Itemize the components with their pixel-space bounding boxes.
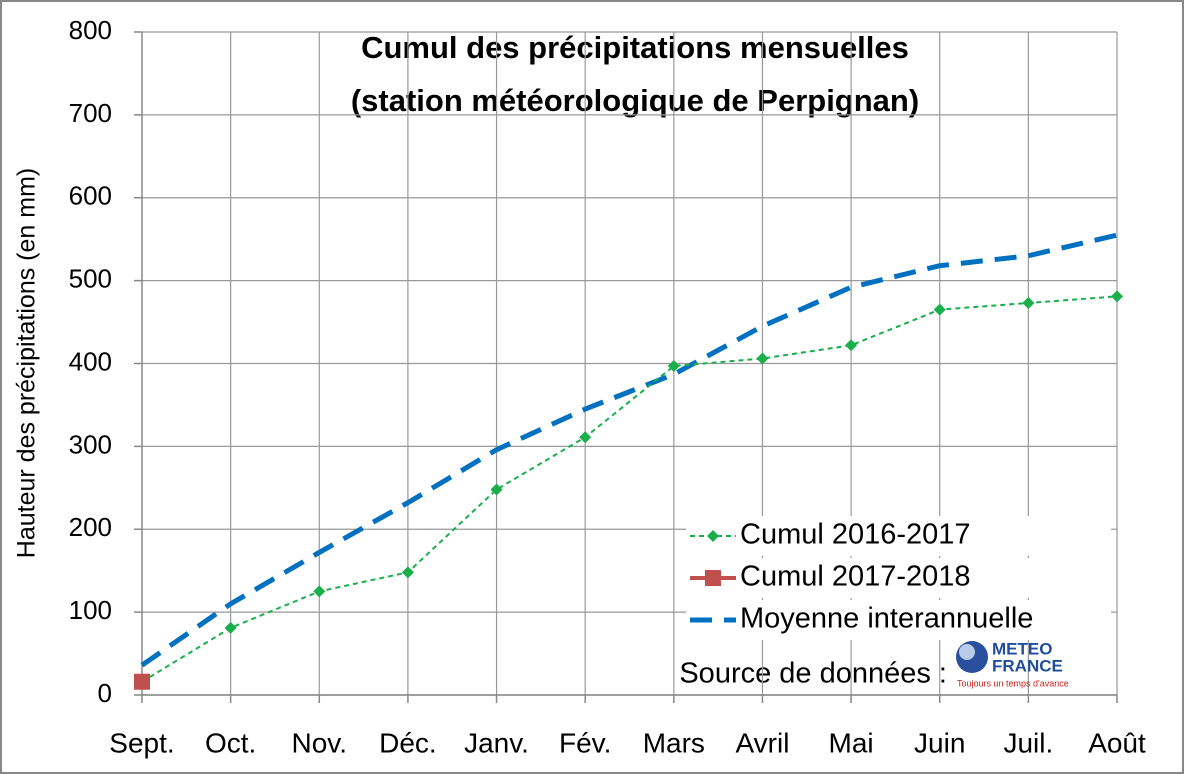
point bbox=[134, 673, 150, 690]
logo: METEO FRANCE Toujours un temps d'avance bbox=[956, 639, 1069, 688]
point bbox=[933, 303, 946, 316]
y-tick-label: 500 bbox=[69, 264, 112, 294]
x-tick-label: Oct. bbox=[205, 727, 256, 758]
point bbox=[845, 339, 858, 352]
x-tick-label: Juil. bbox=[1003, 727, 1053, 758]
point bbox=[1022, 297, 1035, 310]
legend-bg bbox=[686, 558, 1111, 598]
x-tick-label: Avril bbox=[735, 727, 789, 758]
point bbox=[401, 566, 414, 579]
point bbox=[705, 570, 721, 586]
legend-bg bbox=[686, 516, 1111, 556]
chart-subtitle: (station météorologique de Perpignan) bbox=[351, 83, 919, 118]
x-tick-label: Mai bbox=[829, 727, 874, 758]
point bbox=[1111, 290, 1123, 303]
x-tick-label: Nov. bbox=[292, 727, 348, 758]
y-tick-label: 300 bbox=[69, 429, 112, 459]
y-axis-label: Hauteur des précipitations (en mm) bbox=[13, 168, 41, 558]
logo-line1: METEO bbox=[992, 639, 1052, 658]
x-tick-label: Août bbox=[1088, 727, 1146, 758]
logo-tagline: Toujours un temps d'avance bbox=[957, 678, 1069, 688]
chart-title: Cumul des précipitations mensuelles bbox=[361, 30, 909, 65]
y-tick-label: 600 bbox=[69, 181, 112, 211]
x-tick-label: Mars bbox=[643, 727, 705, 758]
x-tick-label: Déc. bbox=[379, 727, 437, 758]
legend-label: Cumul 2016-2017 bbox=[740, 519, 971, 551]
y-tick-label: 200 bbox=[69, 512, 112, 542]
x-tick-label: Fév. bbox=[559, 727, 611, 758]
point bbox=[313, 585, 326, 598]
x-tick-label: Janv. bbox=[464, 727, 529, 758]
y-tick-label: 0 bbox=[98, 678, 112, 708]
logo-globe-highlight bbox=[959, 644, 975, 660]
legend-label: Cumul 2017-2018 bbox=[740, 561, 971, 593]
series-line bbox=[141, 295, 1118, 683]
x-tick-label: Juin bbox=[914, 727, 965, 758]
series-line bbox=[140, 232, 1118, 668]
legend-label: Moyenne interannuelle bbox=[740, 603, 1033, 635]
logo-line2: FRANCE bbox=[992, 656, 1063, 675]
point bbox=[579, 431, 592, 444]
legend-bg bbox=[686, 600, 1111, 640]
y-tick-label: 100 bbox=[69, 595, 112, 625]
point bbox=[667, 359, 680, 372]
y-tick-label: 700 bbox=[69, 98, 112, 128]
point bbox=[224, 621, 237, 634]
x-tick-label: Sept. bbox=[109, 727, 174, 758]
point bbox=[756, 352, 769, 365]
point bbox=[707, 530, 719, 542]
point bbox=[490, 483, 503, 496]
y-tick-label: 400 bbox=[69, 346, 112, 376]
y-tick-label: 800 bbox=[69, 15, 112, 45]
source-note: Source de données : bbox=[679, 658, 947, 690]
